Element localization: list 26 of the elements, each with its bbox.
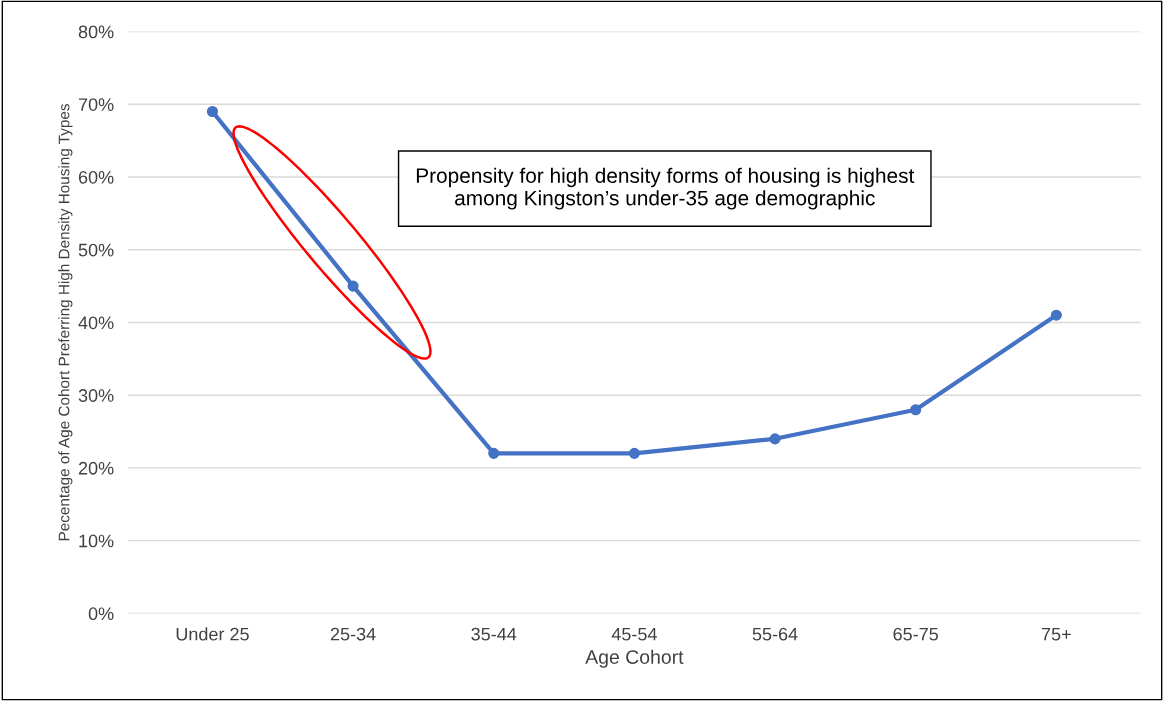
point [488, 447, 500, 459]
y-tick-label: 60% [78, 170, 114, 184]
y-tick-label: 0% [88, 607, 114, 621]
y-axis-title: Pecentage of Age Cohort Preferring High Density Housing Types [58, 104, 73, 541]
point [347, 280, 359, 292]
point [910, 404, 922, 416]
annotation: Propensity for high density forms of housing is highest among Kingston’s under-35 age demographic [416, 167, 915, 210]
x-tick-label: Under 25 [176, 627, 249, 641]
y-tick-label: 70% [78, 98, 114, 111]
y-tick-label: 30% [78, 389, 114, 402]
y-tick-label: 20% [78, 461, 114, 475]
y-tick-label: 80% [78, 25, 114, 39]
x-tick-label: 65-75 [893, 627, 939, 641]
y-tick-label: 50% [78, 243, 114, 257]
y-tick-label: 10% [79, 534, 114, 548]
point [206, 105, 218, 118]
x-tick-label: 25-34 [330, 627, 376, 641]
y-tick-label: 40% [78, 316, 114, 330]
point [769, 433, 781, 445]
point [1050, 309, 1062, 321]
x-tick-label: 75+ [1041, 627, 1071, 641]
x-tick-label: 55-64 [752, 627, 798, 641]
x-tick-label: 45-54 [611, 627, 657, 641]
point [628, 447, 640, 459]
x-tick-label: 35-44 [471, 627, 517, 641]
x-axis-title: Age Cohort [585, 649, 684, 668]
